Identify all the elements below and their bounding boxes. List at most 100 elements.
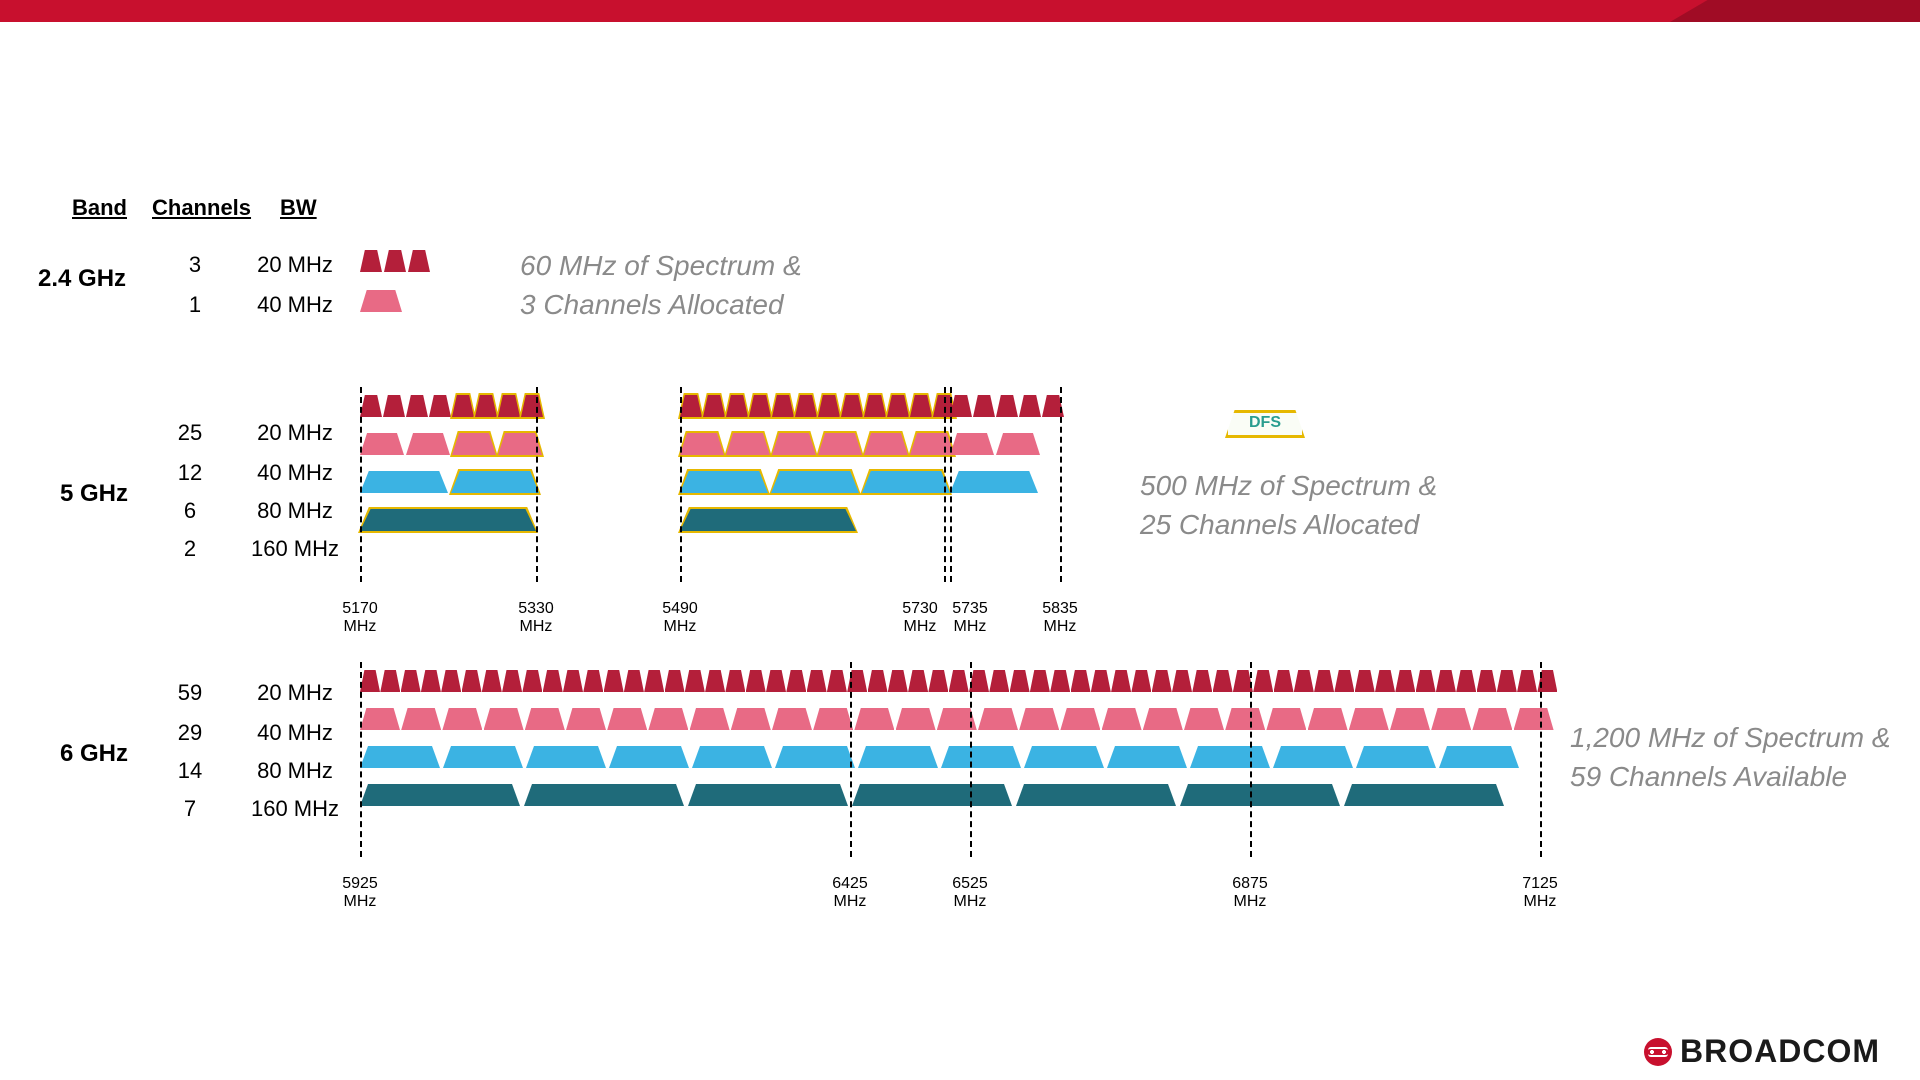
channel-block: [484, 708, 524, 730]
channel-block: [692, 746, 772, 768]
band5-row0-bw: 20 MHz: [245, 420, 345, 446]
channel-block: [1172, 670, 1192, 692]
channel-block: [1024, 746, 1104, 768]
channel-block: [609, 746, 689, 768]
channel-block: [1314, 670, 1334, 692]
channel-block: [1107, 746, 1187, 768]
band6-row3-channels: 7: [160, 796, 220, 822]
freq-divider: [950, 387, 952, 582]
channel-block: [807, 670, 827, 692]
freq-label: 6875MHz: [1220, 875, 1280, 912]
channel-block: [989, 670, 1009, 692]
freq-divider: [360, 662, 362, 857]
band24-row1-bw: 40 MHz: [250, 292, 340, 318]
freq-divider: [680, 387, 682, 582]
channel-block: [818, 395, 840, 417]
channel-block: [383, 395, 405, 417]
channel-block: [1091, 670, 1111, 692]
channel-block: [1431, 708, 1471, 730]
broadcom-logo-text: BROADCOM: [1680, 1033, 1880, 1070]
channel-block: [380, 670, 400, 692]
channel-block: [1390, 708, 1430, 730]
channel-block: [498, 395, 520, 417]
channel-block: [521, 395, 543, 417]
channel-block: [1477, 670, 1497, 692]
band6-summary-l1: 1,200 MHz of Spectrum &: [1570, 722, 1891, 753]
band24-summary: 60 MHz of Spectrum & 3 Channels Allocate…: [520, 246, 802, 324]
top-bar-wedge: [1670, 0, 1920, 22]
band24-summary-l2: 3 Channels Allocated: [520, 289, 784, 320]
channel-block: [841, 395, 863, 417]
channel-block: [604, 670, 624, 692]
channel-block: [688, 784, 848, 806]
channel-block: [644, 670, 664, 692]
channel-block: [746, 670, 766, 692]
channel-block: [705, 670, 725, 692]
channel-block: [910, 433, 954, 455]
band5-row1-channels: 12: [160, 460, 220, 486]
channel-block: [680, 395, 702, 417]
freq-divider: [944, 387, 946, 582]
channel-block: [624, 670, 644, 692]
channel-block: [1111, 670, 1131, 692]
channel-block: [862, 471, 950, 493]
channel-block: [703, 395, 725, 417]
channel-block: [452, 395, 474, 417]
channel-block: [566, 708, 606, 730]
channel-block: [1356, 746, 1436, 768]
channel-block: [360, 670, 380, 692]
channel-block: [1019, 708, 1059, 730]
band24-diagram: [360, 250, 480, 320]
top-bar: [0, 0, 1920, 22]
channel-block: [543, 670, 563, 692]
channel-block: [864, 433, 908, 455]
channel-block: [1184, 708, 1224, 730]
freq-label: 5330MHz: [506, 600, 566, 637]
channel-block: [1152, 670, 1172, 692]
band5-diagram: 5170MHz5330MHz5490MHz5730MHz5735MHz5835M…: [360, 395, 1080, 595]
channel-block: [475, 395, 497, 417]
channel-block: [1514, 708, 1554, 730]
channel-block: [896, 708, 936, 730]
channel-block: [401, 670, 421, 692]
channel-block: [818, 433, 862, 455]
channel-block: [772, 395, 794, 417]
channel-block: [680, 509, 856, 531]
channel-block: [941, 746, 1021, 768]
channel-block: [1030, 670, 1050, 692]
channel-block: [786, 670, 806, 692]
broadcom-logo: BROADCOM: [1644, 1033, 1880, 1070]
channel-block: [1192, 670, 1212, 692]
freq-divider: [970, 662, 972, 857]
channel-block: [563, 670, 583, 692]
freq-label: 5925MHz: [330, 875, 390, 912]
channel-block: [978, 708, 1018, 730]
channel-block: [462, 670, 482, 692]
channel-block: [950, 433, 994, 455]
channel-block: [360, 784, 520, 806]
freq-label: 5735MHz: [940, 600, 1000, 637]
channel-block: [950, 395, 972, 417]
band-5-label: 5 GHz: [60, 480, 128, 508]
channel-block: [360, 746, 440, 768]
band5-row3-channels: 2: [160, 536, 220, 562]
channel-block: [685, 670, 705, 692]
channel-block: [949, 670, 969, 692]
channel-block: [1517, 670, 1537, 692]
band6-row1-channels: 29: [160, 720, 220, 746]
band5-row2-channels: 6: [160, 498, 220, 524]
channel-block: [1294, 670, 1314, 692]
channel-block: [680, 433, 724, 455]
channel-block: [522, 670, 542, 692]
channel-block: [928, 670, 948, 692]
channel-block: [766, 670, 786, 692]
channel-block: [1060, 708, 1100, 730]
channel-block: [360, 250, 382, 272]
band5-summary-l1: 500 MHz of Spectrum &: [1140, 470, 1437, 501]
channel-block: [1071, 670, 1091, 692]
channel-block: [1456, 670, 1476, 692]
channel-block: [854, 708, 894, 730]
band6-row3-bw: 160 MHz: [245, 796, 345, 822]
channel-block: [1016, 784, 1176, 806]
channel-block: [1273, 746, 1353, 768]
